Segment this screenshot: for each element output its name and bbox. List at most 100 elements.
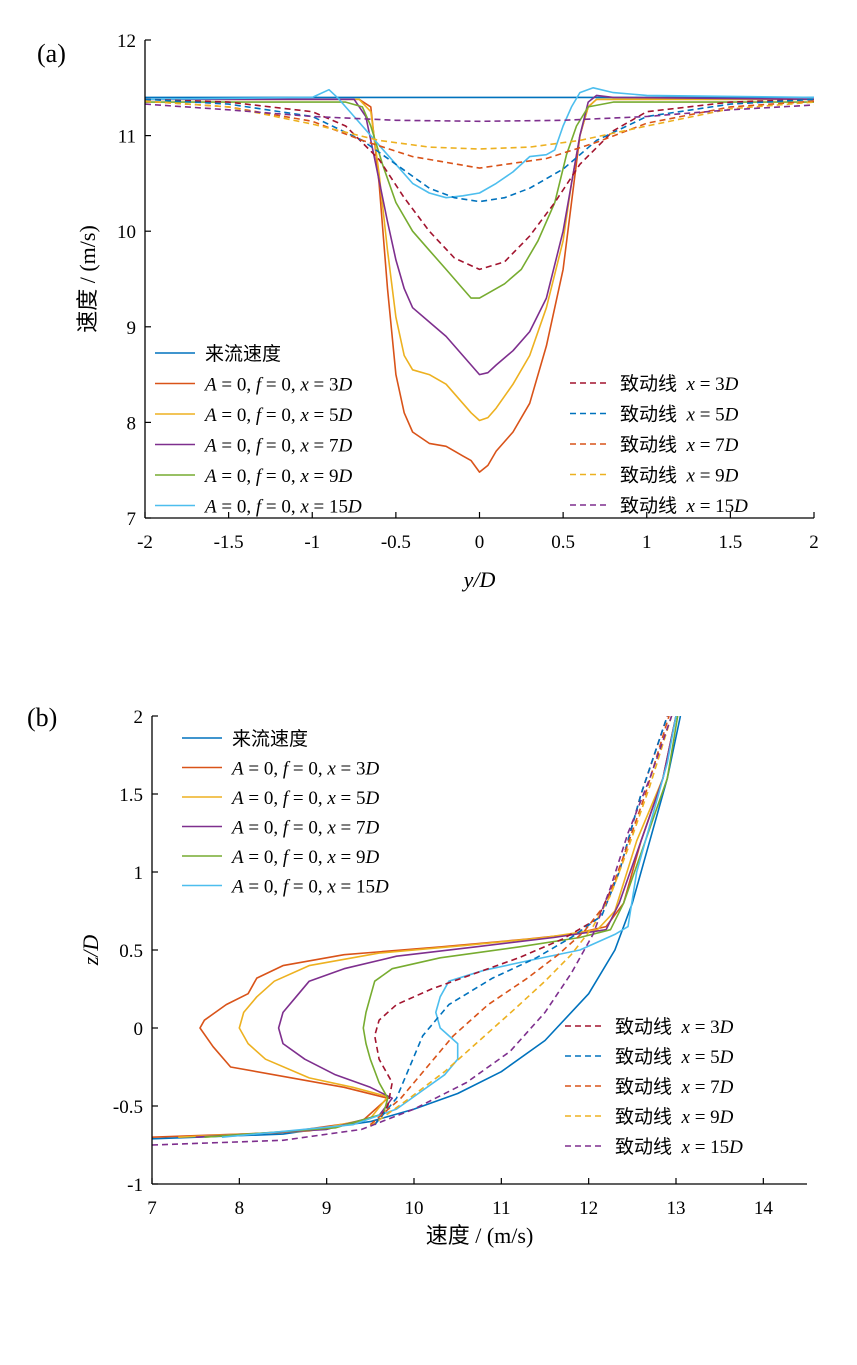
legend-label: A = 0, f = 0, x = 9D: [203, 466, 352, 487]
legend-label-part: D: [347, 497, 362, 518]
legend-label: A = 0, f = 0, x = 5D: [230, 788, 379, 809]
legend-label-part: x: [326, 877, 336, 898]
legend-label-part: = 5: [336, 788, 366, 809]
legend-label-part: = 0,: [217, 375, 256, 396]
legend-label-part: A: [230, 847, 244, 868]
legend-label-part: A: [230, 759, 244, 780]
y-tick-label: 9: [127, 318, 137, 339]
x-tick-label: 0: [475, 532, 485, 553]
legend-label-part: = 7: [309, 436, 339, 457]
y-tick-label: 12: [117, 31, 136, 52]
legend-label-part: f: [283, 877, 291, 898]
legend-label-part: = 0,: [261, 466, 300, 487]
legend-label-part: f: [256, 436, 264, 457]
legend-label-part: 致动线: [620, 404, 687, 426]
legend-label-part: D: [724, 405, 739, 426]
legend-label-part: f: [283, 818, 291, 839]
x-tick-label: 1: [642, 532, 652, 553]
legend-label-part: = 0,: [244, 877, 283, 898]
legend-label-part: = 0,: [261, 405, 300, 426]
series-line-x5: [178, 716, 677, 1138]
y-axis-label: z/D: [78, 935, 103, 967]
legend-label: A = 0, f = 0, x = 7D: [230, 818, 379, 839]
legend-label-part: x: [326, 759, 336, 780]
legend-label-part: D: [719, 1017, 734, 1038]
legend-label-part: D: [724, 435, 739, 456]
legend-label: 致动线 x = 9D: [615, 1106, 734, 1128]
legend-label-part: = 0,: [288, 759, 327, 780]
legend-label-part: D: [719, 1107, 734, 1128]
series-line-x5: [145, 98, 814, 422]
legend-label-part: 致动线: [620, 434, 687, 456]
legend-label-part: 致动线: [615, 1016, 682, 1038]
legend-label-part: = 15: [695, 496, 734, 517]
legend-label-part: x: [681, 1047, 691, 1068]
series-line-al5: [145, 98, 814, 203]
legend-label-part: D: [724, 374, 739, 395]
series-line-al15: [145, 103, 814, 123]
legend-label-part: A: [203, 436, 217, 457]
x-tick-label: 12: [579, 1198, 598, 1219]
legend-label-part: D: [337, 466, 352, 487]
legend-label: 致动线 x = 7D: [615, 1076, 734, 1098]
legend-label-part: D: [719, 1077, 734, 1098]
y-tick-label: 2: [134, 707, 144, 728]
legend-label-part: = 15: [336, 877, 375, 898]
legend-label-part: = 0,: [288, 818, 327, 839]
x-tick-label: 1.5: [719, 532, 743, 553]
x-tick-label: -0.5: [381, 532, 411, 553]
legend-label: 致动线 x = 5D: [615, 1046, 734, 1068]
legend-label-part: = 0,: [288, 877, 327, 898]
series-lines: [145, 87, 814, 473]
legend-label-part: D: [364, 788, 379, 809]
legend-label-part: 致动线: [615, 1136, 682, 1158]
series-line-al7: [369, 716, 670, 1126]
legend-label: 来流速度: [232, 728, 308, 750]
y-tick-label: -1: [127, 1175, 143, 1196]
series-line-x7: [145, 94, 814, 376]
series-line-x9: [145, 101, 814, 299]
legend-label: 致动线 x = 15D: [620, 495, 748, 517]
series-line-x3: [145, 98, 814, 473]
legend-label-part: x: [326, 788, 336, 809]
legend-label-part: x: [681, 1107, 691, 1128]
y-tick-label: 8: [127, 413, 137, 434]
legend-label-part: A: [203, 375, 217, 396]
series-lines: [152, 716, 682, 1146]
y-tick-label: 10: [117, 222, 136, 243]
legend-label: A = 0, f = 0, x = 7D: [203, 436, 352, 457]
legend-label-part: f: [256, 405, 264, 426]
y-tick-label: 0.5: [119, 941, 143, 962]
legend-label-part: = 0,: [217, 436, 256, 457]
x-axis-label: y/D: [462, 567, 496, 592]
legend-label-part: = 5: [695, 405, 725, 426]
legend-label-part: f: [256, 375, 264, 396]
legend-label: A = 0, f = 0, x = 15D: [230, 877, 389, 898]
legend-label-part: x: [299, 497, 309, 518]
x-tick-label: 14: [754, 1198, 774, 1219]
legend-label-part: D: [364, 759, 379, 780]
x-tick-label: -1: [304, 532, 320, 553]
legend-label-part: = 0,: [288, 788, 327, 809]
legend-label-part: = 0,: [244, 818, 283, 839]
legend-label-part: f: [283, 788, 291, 809]
x-axis-label: 速度 / (m/s): [426, 1223, 534, 1248]
legend-label-part: = 9: [309, 466, 339, 487]
y-axis-label: 速度 / (m/s): [75, 225, 100, 333]
legend-label-part: = 7: [336, 818, 366, 839]
legend-label-part: A: [230, 818, 244, 839]
legend-label-part: 致动线: [615, 1046, 682, 1068]
legend-label-part: = 0,: [217, 497, 256, 518]
legend-label-part: = 3: [309, 375, 339, 396]
legend-label-part: = 0,: [261, 497, 300, 518]
legend-label: A = 0, f = 0, x = 3D: [203, 375, 352, 396]
legend-label-part: f: [283, 759, 291, 780]
legend-label: 致动线 x = 3D: [615, 1016, 734, 1038]
legend-label-part: x: [686, 374, 696, 395]
legend-label: A = 0, f = 0, x = 15D: [203, 497, 362, 518]
legend-label-part: = 0,: [261, 375, 300, 396]
series-line-x9: [204, 716, 679, 1138]
